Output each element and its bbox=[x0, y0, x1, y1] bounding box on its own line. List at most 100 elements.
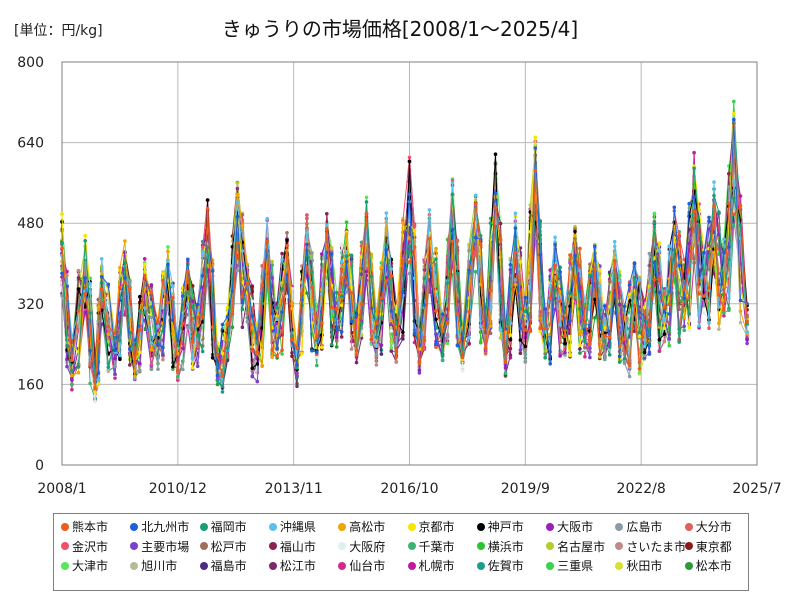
data-point bbox=[166, 262, 170, 267]
data-point bbox=[195, 333, 200, 338]
legend-label: 秋田市 bbox=[626, 559, 663, 573]
data-point bbox=[440, 312, 445, 317]
data-point bbox=[498, 336, 503, 340]
legend-item: 福島市 bbox=[199, 559, 247, 573]
data-point bbox=[450, 239, 455, 243]
data-point bbox=[543, 326, 547, 331]
data-point bbox=[320, 345, 324, 350]
data-point bbox=[113, 348, 117, 353]
data-point bbox=[687, 241, 691, 246]
data-point bbox=[692, 209, 696, 214]
data-point bbox=[401, 330, 405, 335]
legend-label: 大阪市 bbox=[557, 520, 594, 534]
data-point bbox=[245, 319, 250, 324]
data-point bbox=[617, 344, 622, 349]
data-point bbox=[598, 268, 602, 273]
data-point bbox=[128, 363, 132, 367]
data-point bbox=[460, 355, 465, 360]
data-point bbox=[460, 368, 465, 373]
data-point bbox=[687, 325, 691, 330]
data-point bbox=[573, 233, 577, 238]
data-point bbox=[434, 342, 438, 346]
legend-item: 横浜市 bbox=[476, 540, 524, 554]
data-point bbox=[113, 356, 117, 361]
data-point bbox=[508, 263, 513, 267]
data-point bbox=[138, 308, 142, 313]
data-point bbox=[427, 208, 432, 212]
data-point bbox=[401, 220, 405, 225]
data-point bbox=[622, 304, 627, 309]
data-point bbox=[389, 339, 394, 343]
data-point bbox=[667, 244, 672, 248]
data-point bbox=[455, 343, 460, 348]
data-point bbox=[503, 359, 508, 364]
data-point bbox=[473, 235, 478, 240]
data-point bbox=[260, 291, 265, 296]
data-point bbox=[295, 346, 299, 350]
data-point bbox=[118, 265, 122, 270]
data-point bbox=[280, 287, 284, 291]
legend-label: さいたま市 bbox=[626, 539, 687, 554]
data-point bbox=[354, 360, 359, 365]
legend-label: 高松市 bbox=[349, 520, 386, 534]
data-point bbox=[374, 355, 379, 360]
data-point bbox=[240, 307, 245, 312]
data-point bbox=[543, 355, 547, 360]
data-point bbox=[161, 271, 165, 276]
data-point bbox=[702, 311, 706, 315]
data-point bbox=[538, 326, 542, 331]
data-point bbox=[181, 367, 185, 372]
data-point bbox=[106, 282, 111, 287]
data-point bbox=[407, 155, 412, 160]
x-tick-label: 2010/12 bbox=[149, 481, 207, 497]
data-point bbox=[70, 358, 74, 363]
data-point bbox=[334, 338, 339, 343]
legend-label: 福島市 bbox=[210, 559, 247, 573]
data-point bbox=[344, 220, 349, 224]
data-point bbox=[240, 223, 245, 228]
data-point bbox=[138, 350, 142, 355]
data-point bbox=[662, 310, 667, 314]
legend-marker bbox=[338, 561, 347, 570]
data-point bbox=[622, 336, 627, 341]
data-point bbox=[190, 299, 195, 303]
data-point bbox=[142, 273, 147, 278]
data-point bbox=[325, 226, 329, 231]
data-point bbox=[722, 293, 726, 297]
data-point bbox=[738, 320, 743, 325]
data-point bbox=[123, 280, 127, 284]
data-point bbox=[325, 286, 329, 291]
data-point bbox=[83, 233, 87, 238]
legend-item: 沖縄県 bbox=[268, 520, 316, 534]
data-point bbox=[687, 201, 691, 206]
data-point bbox=[260, 283, 265, 287]
data-point bbox=[712, 278, 716, 283]
data-point bbox=[637, 366, 642, 371]
data-point bbox=[83, 292, 87, 296]
data-point bbox=[225, 346, 230, 351]
data-point bbox=[235, 214, 240, 219]
data-point bbox=[161, 278, 165, 283]
legend-item: 旭川市 bbox=[130, 559, 177, 573]
data-point bbox=[682, 328, 686, 333]
legend-label: 大分市 bbox=[695, 520, 732, 534]
data-point bbox=[434, 257, 438, 261]
data-point bbox=[732, 212, 736, 217]
data-point bbox=[657, 337, 662, 342]
data-point bbox=[712, 230, 716, 234]
data-point bbox=[133, 374, 137, 379]
data-point bbox=[65, 364, 69, 369]
data-point bbox=[672, 248, 677, 252]
data-point bbox=[70, 369, 74, 373]
data-point bbox=[722, 310, 726, 315]
data-point bbox=[467, 268, 471, 273]
data-point bbox=[427, 236, 432, 241]
legend-item: 京都市 bbox=[407, 520, 455, 534]
data-point bbox=[518, 338, 523, 342]
legend-label: 北九州市 bbox=[141, 520, 190, 534]
data-point bbox=[657, 241, 662, 245]
data-point bbox=[384, 279, 389, 283]
data-point bbox=[149, 315, 154, 320]
unit-label: [単位：円/kg] bbox=[14, 23, 103, 39]
data-point bbox=[215, 382, 220, 387]
